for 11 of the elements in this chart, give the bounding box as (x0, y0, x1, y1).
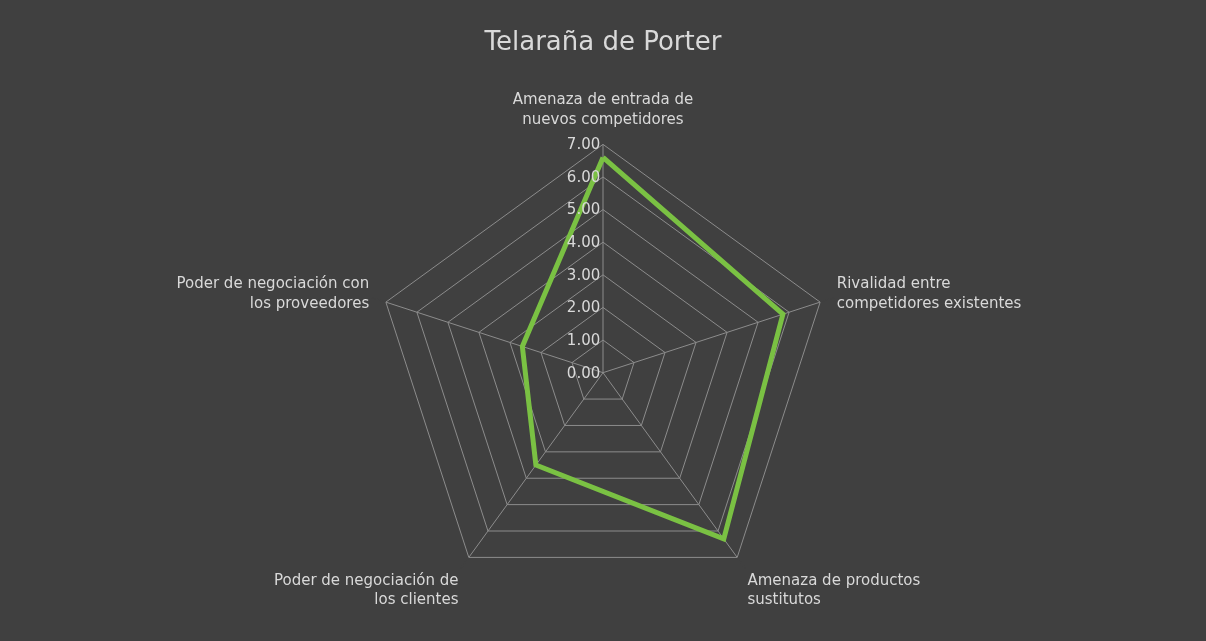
spoke-label: Poder de negociación con los proveedores (176, 274, 370, 312)
spoke-label: Amenaza de productos sustitutos (747, 570, 921, 609)
spoke-label: Rivalidad entre competidores existentes (836, 274, 1022, 312)
spoke-label: Poder de negociación de los clientes (273, 570, 459, 609)
y-tick-label: 3.00 (566, 265, 601, 284)
y-tick-label: 1.00 (566, 330, 601, 349)
y-tick-label: 7.00 (566, 135, 601, 154)
y-tick-label: 2.00 (566, 298, 601, 317)
chart-title: Telaraña de Porter (483, 26, 722, 57)
spoke-label: Amenaza de entrada de nuevos competidores (512, 90, 694, 128)
y-tick-label: 0.00 (566, 363, 601, 382)
